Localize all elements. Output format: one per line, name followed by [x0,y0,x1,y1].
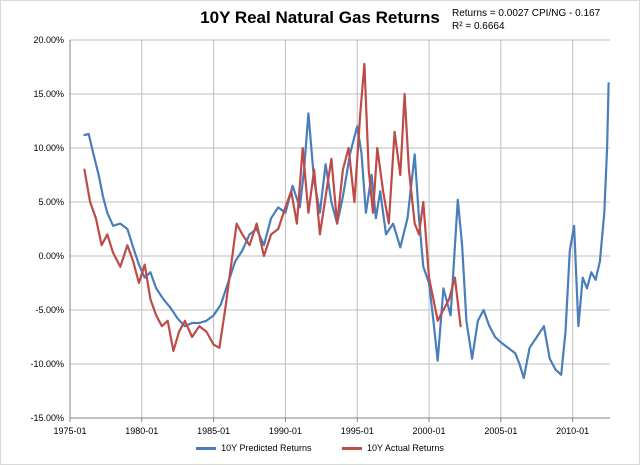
y-tick-label: 15.00% [33,89,64,99]
y-tick-label: 5.00% [38,197,64,207]
r-squared-label: R² = 0.6664 [452,21,505,32]
series-line-actual [83,62,462,353]
legend: 10Y Predicted Returns 10Y Actual Returns [0,443,640,453]
x-axis-tick-labels: 1975-01 1980-01 1985-01 1990-01 1995-01 2000-… [53,426,589,436]
x-tick-label: 2010-01 [556,426,589,436]
legend-label-predicted: 10Y Predicted Returns [221,443,312,453]
legend-swatch-predicted [196,447,217,451]
x-tick-label: 1975-01 [53,426,86,436]
y-tick-label: 0.00% [38,251,64,261]
legend-label-actual: 10Y Actual Returns [367,443,444,453]
legend-swatch-actual [342,447,362,451]
legend-item-actual: 10Y Actual Returns [342,443,444,453]
regression-equation: Returns = 0.0027 CPI/NG - 0.167 [452,8,601,19]
legend-item-predicted: 10Y Predicted Returns [196,443,311,453]
series-line-predicted [83,82,610,380]
x-tick-label: 2005-01 [484,426,517,436]
y-axis-tick-labels: 20.00% 15.00% 10.00% 5.00% 0.00% -5.00% -10.00… [30,35,64,423]
chart-title: 10Y Real Natural Gas Returns [200,8,440,27]
y-tick-label: -15.00% [30,413,64,423]
x-tick-label: 1985-01 [197,426,230,436]
series-lines [83,62,610,380]
x-tick-label: 1995-01 [341,426,374,436]
x-tick-label: 1990-01 [269,426,302,436]
y-tick-label: 20.00% [33,35,64,45]
axes [69,40,610,422]
y-tick-label: -10.00% [30,359,64,369]
x-tick-label: 2000-01 [413,426,446,436]
x-tick-label: 1980-01 [125,426,158,436]
y-tick-label: -5.00% [35,305,64,315]
y-tick-label: 10.00% [33,143,64,153]
gridlines [69,39,610,419]
